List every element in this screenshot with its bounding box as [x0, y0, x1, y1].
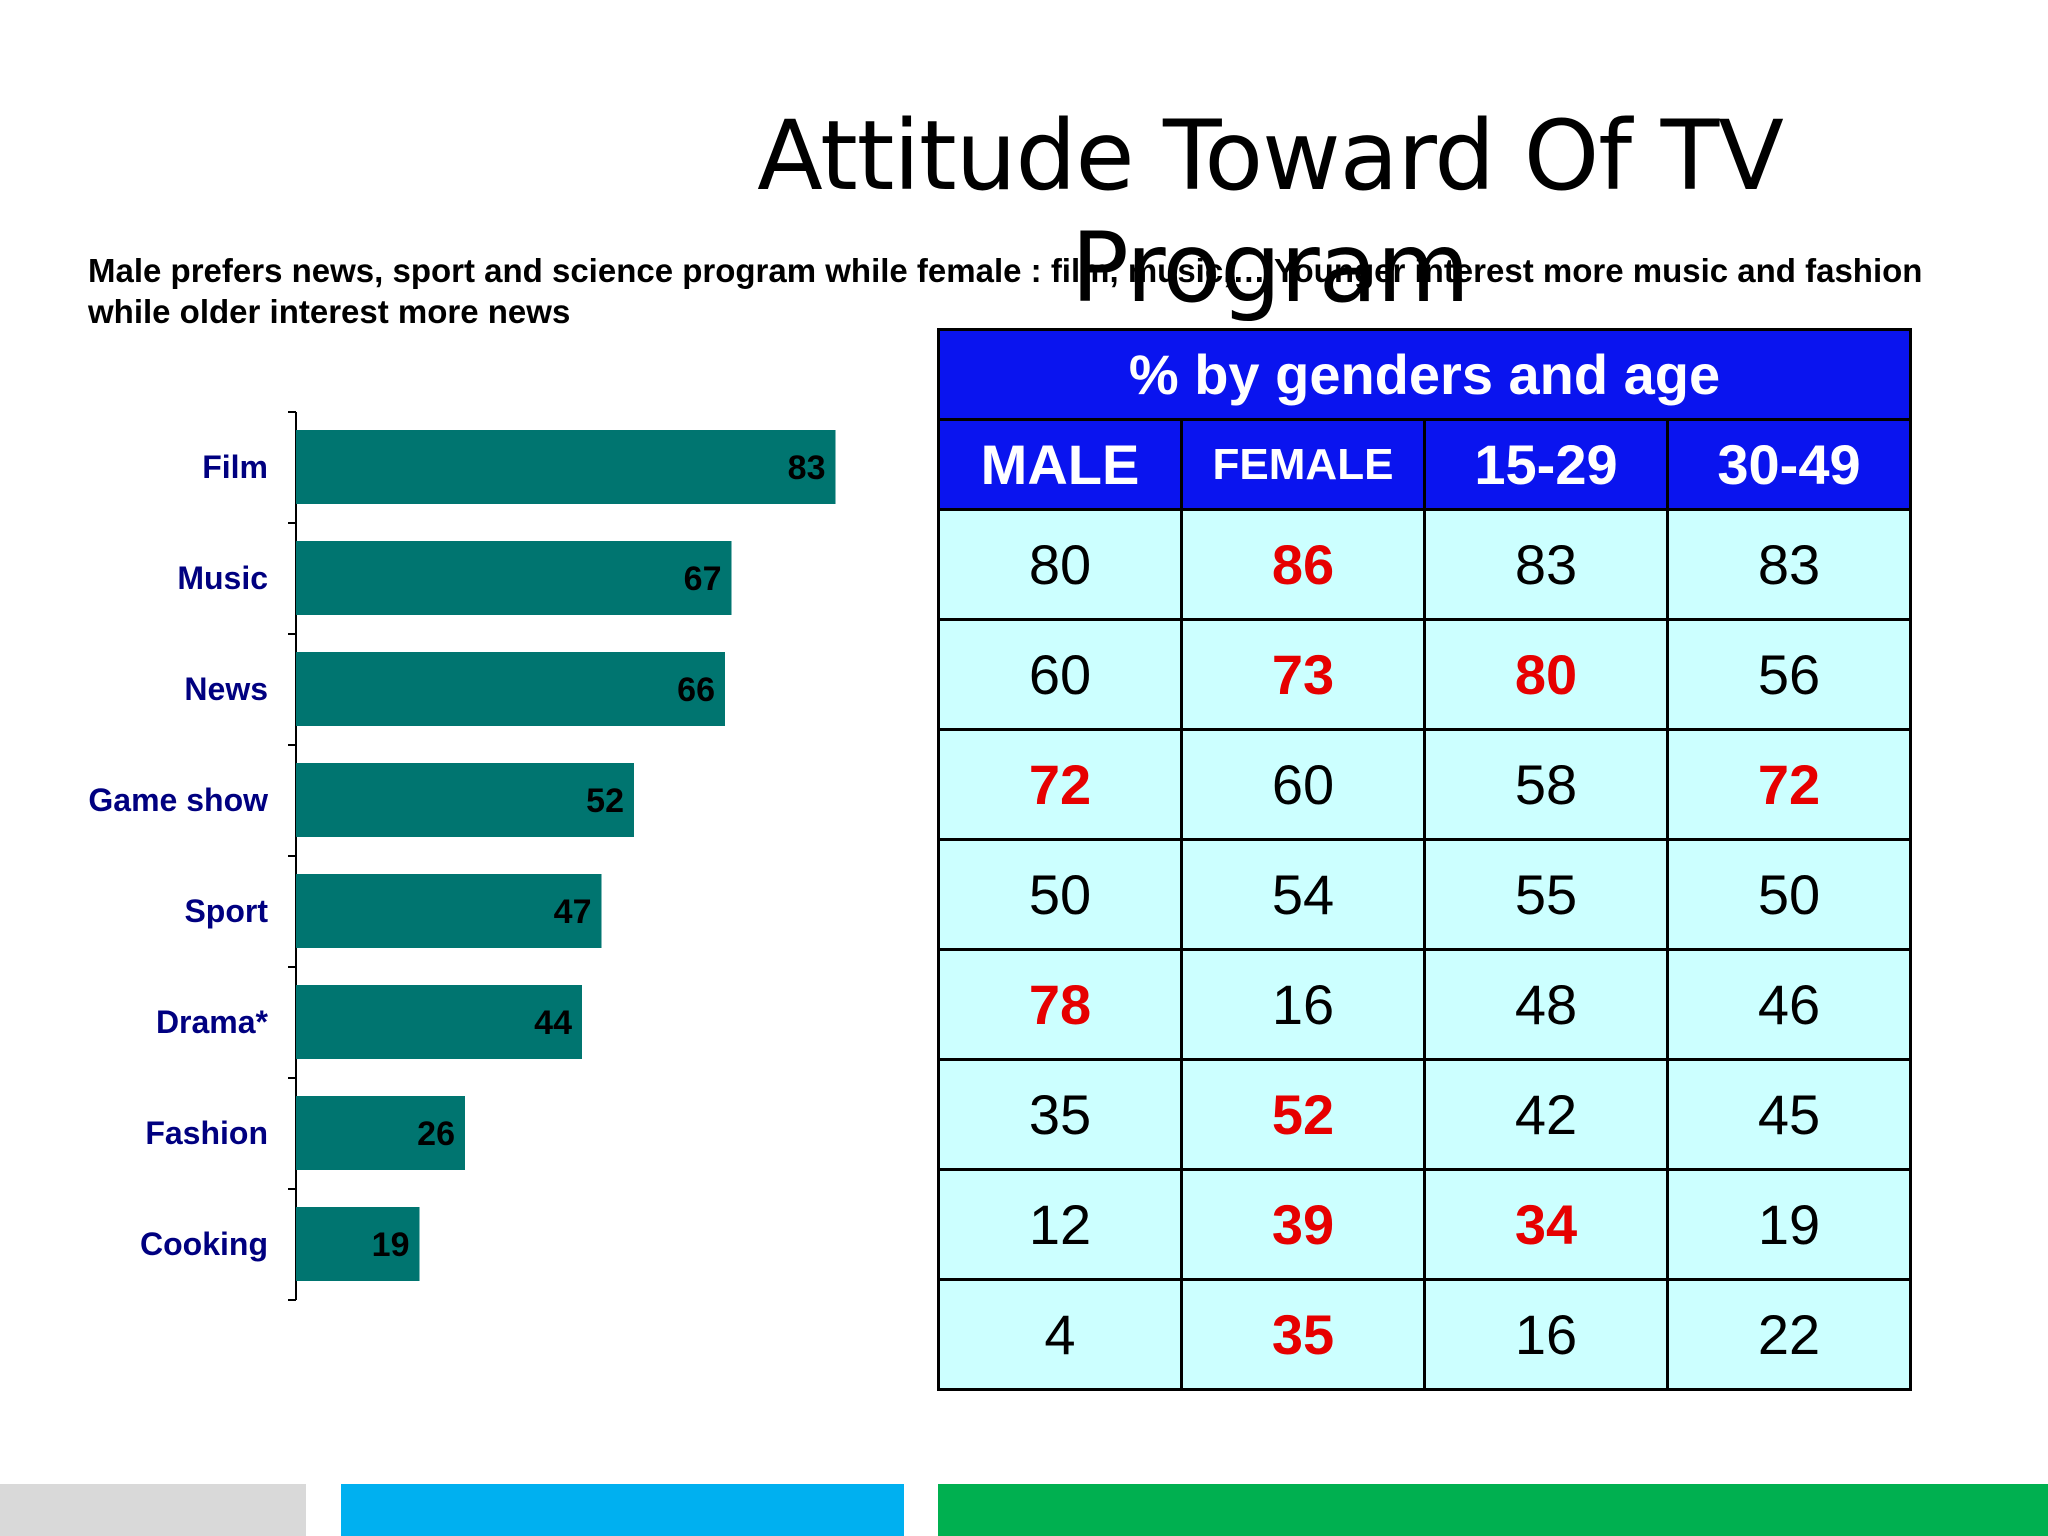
- category-label: News: [184, 671, 268, 707]
- footer-bar-gray: [0, 1484, 306, 1536]
- table-cell: 42: [1423, 1058, 1669, 1171]
- table-cell: 50: [1666, 838, 1912, 951]
- category-label: Fashion: [145, 1115, 268, 1151]
- table-row: 12 39 34 19: [937, 1168, 1912, 1281]
- table-cell: 73: [1180, 618, 1426, 731]
- data-label: 26: [417, 1115, 455, 1153]
- category-label: Music: [177, 560, 268, 596]
- header-age-30-49: 30-49: [1666, 418, 1912, 511]
- table-header-row: MALE FEMALE 15-29 30-49: [937, 418, 1912, 511]
- category-label: Film: [202, 449, 268, 485]
- table-cell: 83: [1423, 508, 1669, 621]
- table-cell: 80: [1423, 618, 1669, 731]
- bar-chart: Film 83 Music 67 News 66 Game show 52 Sport 47 Dra…: [88, 411, 836, 1301]
- bar: [296, 652, 725, 726]
- table-cell: 60: [937, 618, 1183, 731]
- table-cell: 16: [1423, 1278, 1669, 1391]
- table-cell: 55: [1423, 838, 1669, 951]
- table-cell: 12: [937, 1168, 1183, 1281]
- table-title: % by genders and age: [937, 328, 1912, 421]
- table-cell: 48: [1423, 948, 1669, 1061]
- data-label: 67: [684, 560, 722, 598]
- table-row: 80 86 83 83: [937, 508, 1912, 621]
- table-cell: 72: [1666, 728, 1912, 841]
- category-label: Game show: [88, 782, 268, 818]
- bar: [296, 985, 582, 1059]
- table-cell: 56: [1666, 618, 1912, 731]
- table-cell: 78: [937, 948, 1183, 1061]
- table-cell: 4: [937, 1278, 1183, 1391]
- table-cell: 35: [1180, 1278, 1426, 1391]
- page-subtitle: Male prefers news, sport and science pro…: [88, 252, 1923, 330]
- table-cell: 86: [1180, 508, 1426, 621]
- table-cell: 50: [937, 838, 1183, 951]
- category-label: Sport: [184, 893, 268, 929]
- table-cell: 19: [1666, 1168, 1912, 1281]
- footer-bar-blue: [341, 1484, 904, 1536]
- data-label: 19: [372, 1226, 410, 1264]
- table-cell: 39: [1180, 1168, 1426, 1281]
- bar: [296, 1096, 465, 1170]
- header-female: FEMALE: [1180, 418, 1426, 511]
- category-label: Cooking: [140, 1226, 268, 1262]
- table-cell: 45: [1666, 1058, 1912, 1171]
- header-male: MALE: [937, 418, 1183, 511]
- bar: [296, 430, 836, 504]
- table-cell: 34: [1423, 1168, 1669, 1281]
- table-row: 50 54 55 50: [937, 838, 1912, 951]
- table-row: 60 73 80 56: [937, 618, 1912, 731]
- data-label: 52: [586, 782, 624, 820]
- bar: [296, 763, 634, 837]
- bar: [296, 541, 732, 615]
- table-cell: 52: [1180, 1058, 1426, 1171]
- data-label: 47: [554, 893, 592, 931]
- table-cell: 58: [1423, 728, 1669, 841]
- table-cell: 35: [937, 1058, 1183, 1171]
- table-cell: 80: [937, 508, 1183, 621]
- data-label: 83: [788, 449, 826, 487]
- table-cell: 83: [1666, 508, 1912, 621]
- page-title: Attitude Toward Of TV Program: [757, 100, 1784, 324]
- data-label: 44: [534, 1004, 572, 1042]
- table-cell: 22: [1666, 1278, 1912, 1391]
- stats-table: % by genders and age MALE FEMALE 15-29 3…: [937, 328, 1912, 1391]
- table-cell: 72: [937, 728, 1183, 841]
- bar: [296, 1207, 420, 1281]
- table-row: 78 16 48 46: [937, 948, 1912, 1061]
- table-cell: 46: [1666, 948, 1912, 1061]
- footer-bar-green: [938, 1484, 2048, 1536]
- table-row: 4 35 16 22: [937, 1278, 1912, 1391]
- header-age-15-29: 15-29: [1423, 418, 1669, 511]
- data-label: 66: [677, 671, 715, 709]
- category-label: Drama*: [156, 1004, 269, 1040]
- bar: [296, 874, 602, 948]
- table-cell: 16: [1180, 948, 1426, 1061]
- table-row: 72 60 58 72: [937, 728, 1912, 841]
- table-cell: 60: [1180, 728, 1426, 841]
- table-cell: 54: [1180, 838, 1426, 951]
- table-row: 35 52 42 45: [937, 1058, 1912, 1171]
